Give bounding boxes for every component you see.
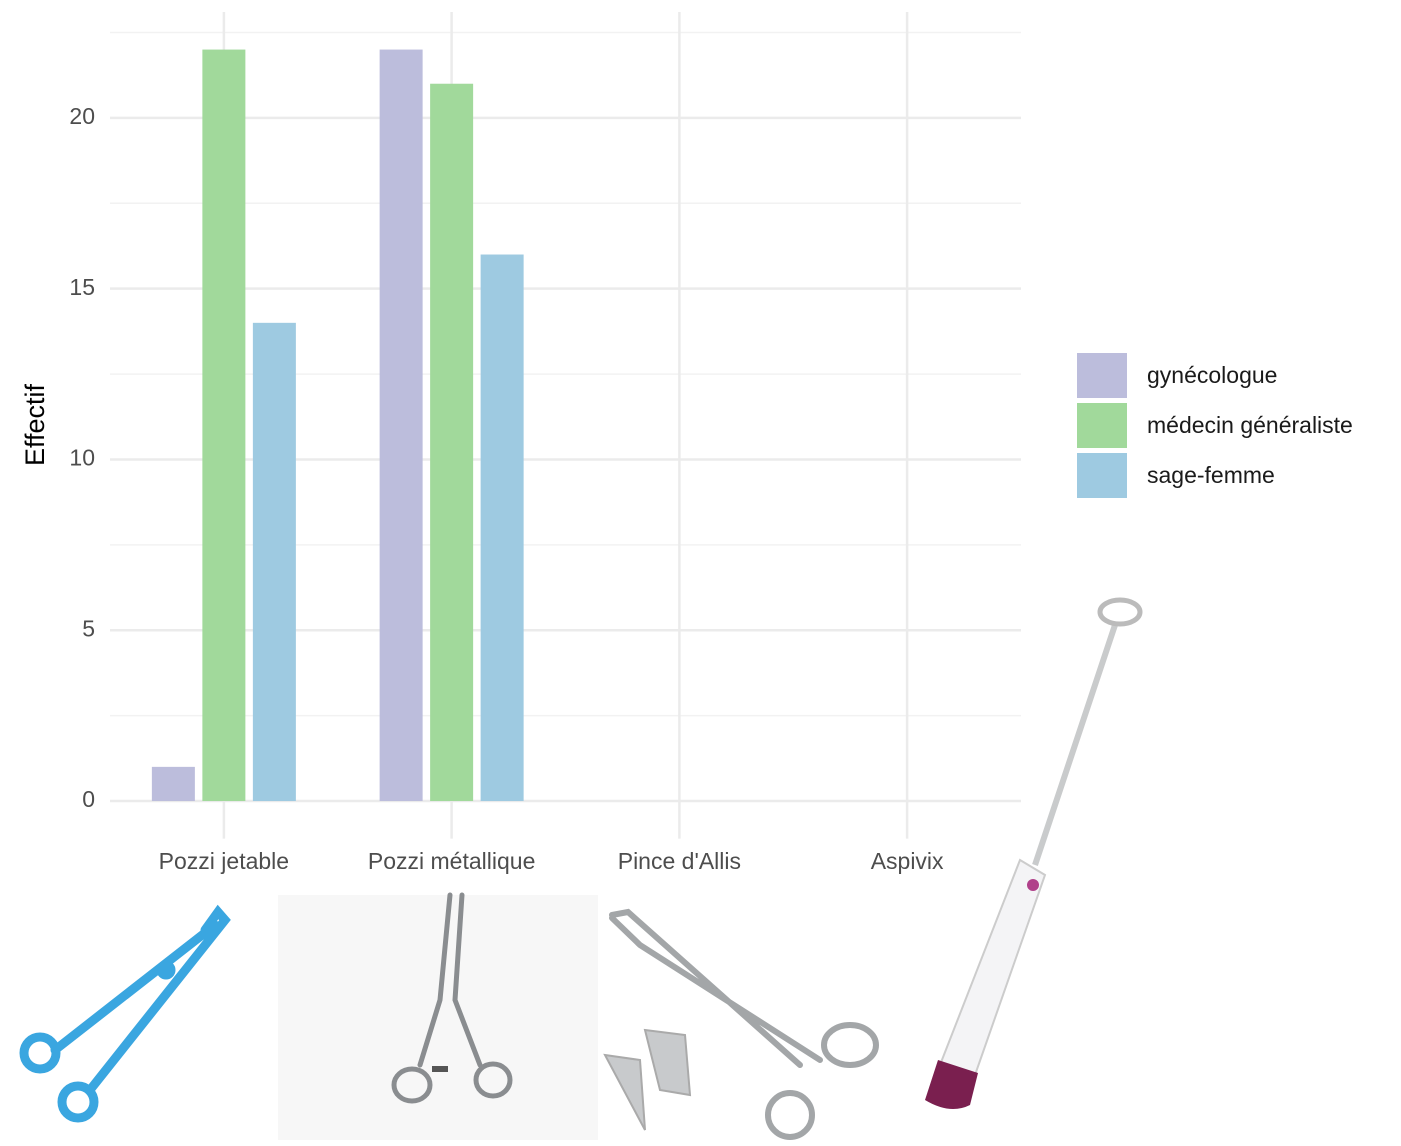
legend-label: médecin généraliste: [1147, 412, 1353, 438]
x-tick-label: Pozzi jetable: [159, 848, 289, 874]
legend-label: sage-femme: [1147, 462, 1275, 488]
illustration-pince-allis: [603, 908, 879, 1140]
illustration-pozzi-metallique: [278, 892, 598, 1140]
bar: [430, 83, 474, 802]
legend-swatch: [1077, 453, 1127, 498]
y-tick-label: 20: [69, 103, 95, 129]
x-tick-label: Pince d'Allis: [618, 848, 741, 874]
bars: [151, 49, 524, 802]
legend: gynécologue médecin généraliste sage-femme: [1077, 353, 1353, 498]
bar: [151, 766, 195, 802]
y-tick-label: 5: [82, 615, 95, 641]
bar: [252, 322, 296, 802]
legend-swatch: [1077, 353, 1127, 398]
bar: [480, 254, 524, 802]
x-tick-label: Aspivix: [871, 848, 944, 874]
x-tick-label: Pozzi métallique: [368, 848, 535, 874]
illustration-pozzi-jetable: [19, 904, 231, 1123]
illustration-aspivix: [925, 597, 1143, 1109]
y-tick-label: 10: [69, 445, 95, 471]
grid: [110, 12, 1021, 839]
y-axis-title: Effectif: [20, 383, 50, 466]
bar: [379, 49, 423, 802]
y-tick-label: 15: [69, 274, 95, 300]
y-tick-label: 0: [82, 786, 95, 812]
legend-label: gynécologue: [1147, 362, 1277, 388]
bar: [202, 49, 246, 802]
legend-swatch: [1077, 403, 1127, 448]
